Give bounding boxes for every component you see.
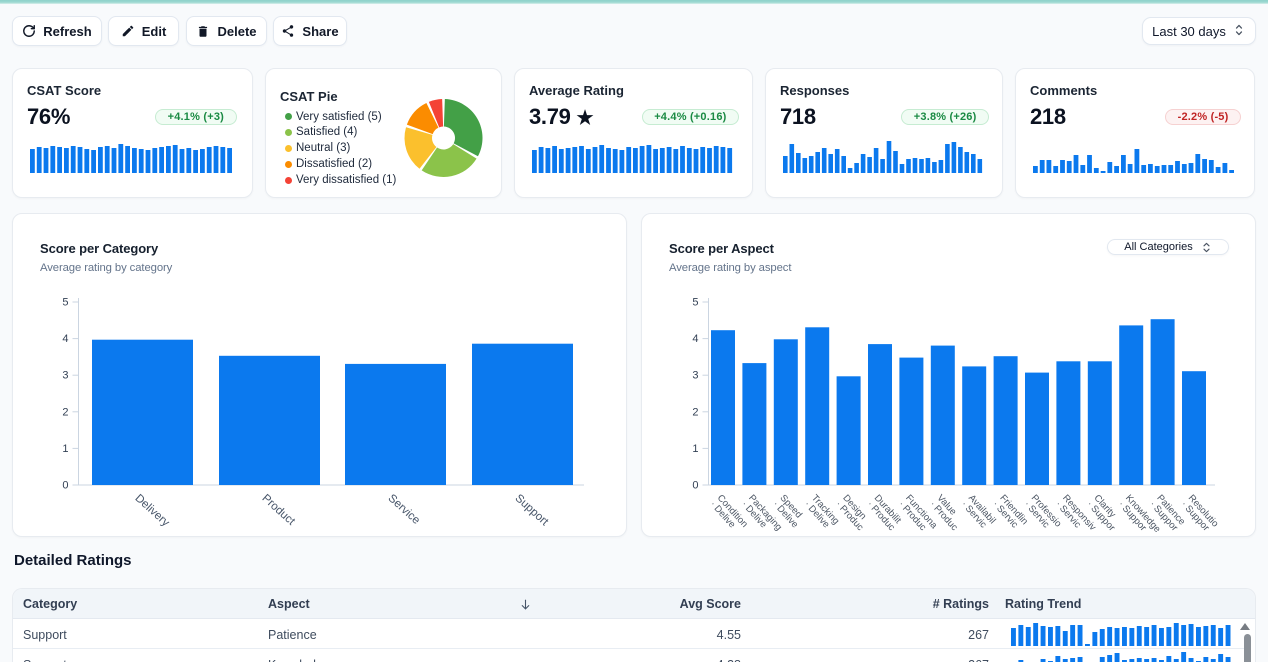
svg-text:4: 4 xyxy=(62,333,68,345)
svg-text:Durabilit· Produc: Durabilit· Produc xyxy=(865,493,904,534)
svg-text:0: 0 xyxy=(692,480,698,492)
svg-text:Support: Support xyxy=(512,492,551,528)
svg-text:Delivery: Delivery xyxy=(132,492,171,529)
svg-text:2: 2 xyxy=(692,406,698,418)
svg-text:Resolutio· Suppor: Resolutio· Suppor xyxy=(1179,493,1221,536)
svg-text:Functiona· Produc: Functiona· Produc xyxy=(896,493,940,538)
svg-text:5: 5 xyxy=(62,297,68,309)
svg-text:Professio· Servic: Professio· Servic xyxy=(1022,493,1064,536)
svg-text:Condition· Delive: Condition· Delive xyxy=(708,493,750,537)
svg-text:1: 1 xyxy=(62,443,68,455)
svg-text:0: 0 xyxy=(62,480,68,492)
svg-text:Product: Product xyxy=(259,492,297,528)
svg-text:4: 4 xyxy=(692,333,698,345)
svg-text:Friendlin· Servic: Friendlin· Servic xyxy=(990,493,1030,534)
svg-text:Design· Produc: Design· Produc xyxy=(833,493,872,534)
svg-text:1: 1 xyxy=(692,443,698,455)
svg-text:Availabil· Servic: Availabil· Servic xyxy=(959,493,998,533)
svg-text:3: 3 xyxy=(692,370,698,382)
svg-text:5: 5 xyxy=(692,297,698,309)
svg-text:2: 2 xyxy=(62,406,68,418)
svg-text:3: 3 xyxy=(62,370,68,382)
svg-text:Service: Service xyxy=(385,492,422,527)
svg-text:Tracking· Delive: Tracking· Delive xyxy=(802,493,841,534)
